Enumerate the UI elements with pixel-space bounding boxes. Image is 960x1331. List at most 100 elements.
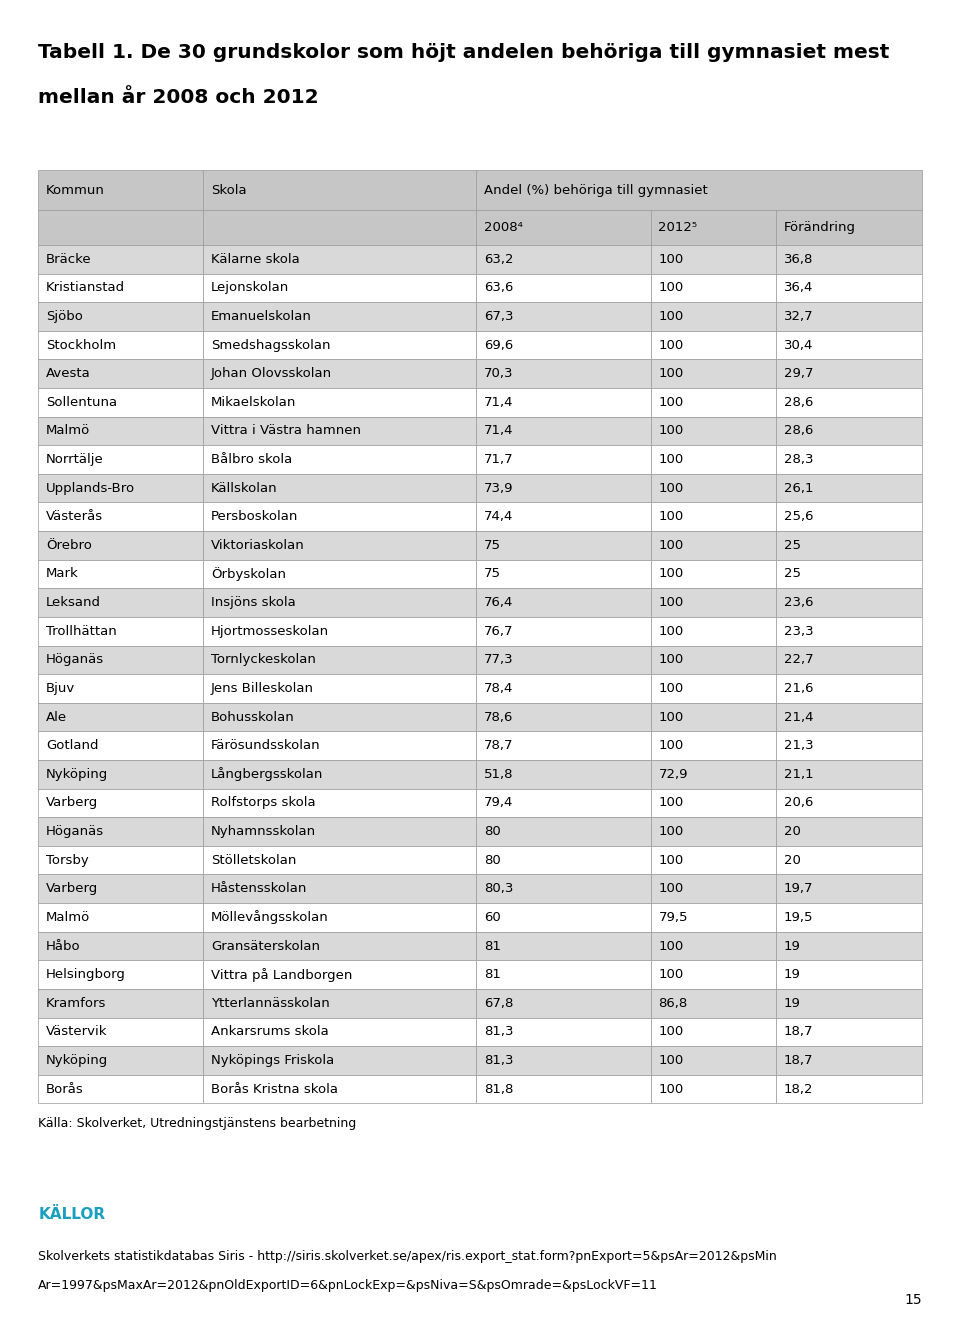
Bar — [476, 170, 922, 210]
Bar — [651, 531, 777, 559]
Bar — [204, 245, 476, 274]
Bar — [476, 245, 651, 274]
Bar — [476, 559, 651, 588]
Text: Helsingborg: Helsingborg — [46, 968, 126, 981]
Bar — [476, 902, 651, 932]
Bar — [651, 788, 777, 817]
Text: Örebro: Örebro — [46, 539, 92, 552]
Text: 100: 100 — [659, 624, 684, 638]
Text: 100: 100 — [659, 425, 684, 438]
Text: 100: 100 — [659, 567, 684, 580]
Bar — [777, 210, 922, 245]
Text: 77,3: 77,3 — [484, 654, 514, 667]
Bar — [38, 845, 204, 874]
Bar — [38, 902, 204, 932]
Bar — [204, 588, 476, 616]
Bar — [204, 646, 476, 673]
Text: 100: 100 — [659, 395, 684, 409]
Text: 20: 20 — [784, 825, 801, 839]
Bar — [651, 874, 777, 902]
Bar — [204, 902, 476, 932]
Text: mellan år 2008 och 2012: mellan år 2008 och 2012 — [38, 88, 319, 106]
Text: 100: 100 — [659, 453, 684, 466]
Bar — [204, 616, 476, 646]
Text: Kommun: Kommun — [46, 184, 105, 197]
Bar — [38, 1046, 204, 1074]
Bar — [476, 1074, 651, 1103]
Text: 21,1: 21,1 — [784, 768, 814, 781]
Bar — [651, 417, 777, 445]
Bar — [476, 387, 651, 417]
Text: 28,6: 28,6 — [784, 425, 813, 438]
Text: 2012⁵: 2012⁵ — [659, 221, 698, 234]
Text: Upplands-Bro: Upplands-Bro — [46, 482, 135, 495]
Text: 18,7: 18,7 — [784, 1054, 813, 1067]
Bar — [38, 760, 204, 788]
Bar — [204, 531, 476, 559]
Bar — [651, 1046, 777, 1074]
Bar — [204, 731, 476, 760]
Text: 76,7: 76,7 — [484, 624, 514, 638]
Text: 80: 80 — [484, 825, 500, 839]
Text: Malmö: Malmö — [46, 910, 90, 924]
Text: Förändring: Förändring — [784, 221, 856, 234]
Bar — [476, 502, 651, 531]
Bar — [476, 359, 651, 387]
Bar — [651, 474, 777, 502]
Text: Trollhättan: Trollhättan — [46, 624, 117, 638]
Bar — [651, 845, 777, 874]
Text: 2008⁴: 2008⁴ — [484, 221, 522, 234]
Bar — [476, 960, 651, 989]
Bar — [651, 1017, 777, 1046]
Text: 75: 75 — [484, 567, 501, 580]
Text: 21,4: 21,4 — [784, 711, 813, 724]
Bar — [476, 274, 651, 302]
Bar — [651, 302, 777, 330]
Bar — [204, 359, 476, 387]
Text: Persboskolan: Persboskolan — [211, 510, 299, 523]
Bar — [476, 874, 651, 902]
Text: Ankarsrums skola: Ankarsrums skola — [211, 1025, 328, 1038]
Bar — [204, 960, 476, 989]
Bar — [651, 703, 777, 731]
Text: 20,6: 20,6 — [784, 796, 813, 809]
Text: 19: 19 — [784, 997, 801, 1010]
Bar — [777, 673, 922, 703]
Text: 81,8: 81,8 — [484, 1082, 514, 1095]
Bar — [476, 845, 651, 874]
Bar — [38, 646, 204, 673]
Text: 36,8: 36,8 — [784, 253, 813, 266]
Text: Stockholm: Stockholm — [46, 338, 116, 351]
Text: Örbyskolan: Örbyskolan — [211, 567, 286, 580]
Bar — [777, 417, 922, 445]
Text: 22,7: 22,7 — [784, 654, 814, 667]
Bar — [204, 330, 476, 359]
Text: 100: 100 — [659, 882, 684, 896]
Bar — [476, 588, 651, 616]
Text: 70,3: 70,3 — [484, 367, 514, 381]
Text: Sollentuna: Sollentuna — [46, 395, 117, 409]
Bar — [38, 359, 204, 387]
Text: 100: 100 — [659, 596, 684, 610]
Text: Mikaelskolan: Mikaelskolan — [211, 395, 297, 409]
Text: 51,8: 51,8 — [484, 768, 514, 781]
Text: Höganäs: Höganäs — [46, 654, 105, 667]
Text: 28,3: 28,3 — [784, 453, 813, 466]
Bar — [777, 274, 922, 302]
Text: Jens Billeskolan: Jens Billeskolan — [211, 681, 314, 695]
Text: 71,4: 71,4 — [484, 425, 514, 438]
Bar — [777, 330, 922, 359]
Text: Höganäs: Höganäs — [46, 825, 105, 839]
Text: 75: 75 — [484, 539, 501, 552]
Text: 100: 100 — [659, 681, 684, 695]
Bar — [38, 673, 204, 703]
Bar — [476, 302, 651, 330]
Bar — [651, 274, 777, 302]
Bar — [38, 245, 204, 274]
Text: 19: 19 — [784, 940, 801, 953]
Bar — [204, 445, 476, 474]
Bar — [777, 1017, 922, 1046]
Text: 60: 60 — [484, 910, 500, 924]
Text: Bohusskolan: Bohusskolan — [211, 711, 295, 724]
Bar — [204, 1017, 476, 1046]
